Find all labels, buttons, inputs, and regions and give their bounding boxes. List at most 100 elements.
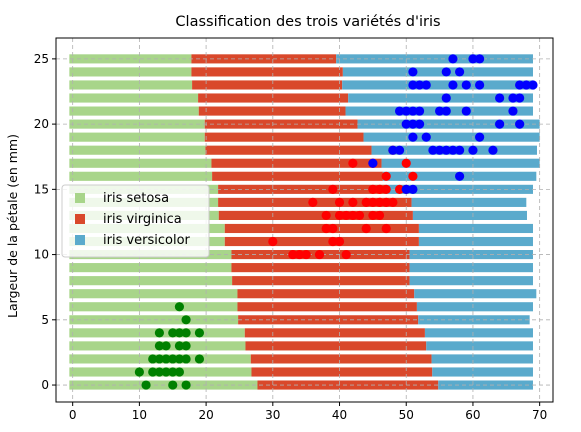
- bar-versicolor-17: [381, 158, 540, 168]
- bar-virginica-6: [237, 302, 417, 312]
- point-versicolor-46: [521, 80, 531, 90]
- point-setosa-12: [168, 354, 178, 364]
- x-tick-label: 50: [399, 408, 414, 422]
- legend-label-setosa: iris setosa: [103, 191, 169, 206]
- point-virginica-38: [408, 171, 418, 181]
- point-setosa-5: [154, 367, 165, 377]
- bar-versicolor-19: [363, 132, 540, 142]
- bar-setosa-18: [69, 145, 206, 155]
- point-setosa-16: [174, 354, 185, 364]
- bar-setosa-21: [69, 106, 199, 116]
- bar-virginica-11: [224, 236, 419, 247]
- bar-virginica-22: [198, 93, 349, 103]
- point-versicolor-18: [428, 145, 438, 155]
- point-virginica-8: [328, 236, 338, 247]
- point-setosa-6: [154, 341, 165, 351]
- x-tick-label: 10: [132, 408, 147, 422]
- point-versicolor-37: [475, 54, 485, 64]
- bar-virginica-4: [244, 328, 425, 338]
- point-setosa-1: [141, 380, 151, 390]
- bar-setosa-8: [69, 276, 233, 286]
- point-setosa-7: [154, 328, 165, 338]
- point-setosa-18: [174, 302, 185, 312]
- point-setosa-22: [181, 341, 191, 351]
- point-versicolor-25: [448, 145, 458, 155]
- point-versicolor-36: [475, 80, 485, 90]
- point-versicolor-7: [408, 184, 418, 194]
- point-virginica-12: [334, 236, 345, 247]
- y-tick-label: 20: [34, 117, 49, 131]
- bar-versicolor-13: [412, 210, 527, 220]
- point-virginica-28: [374, 210, 385, 221]
- point-setosa-0: [134, 367, 144, 377]
- point-setosa-19: [174, 341, 185, 351]
- point-versicolor-34: [468, 54, 478, 64]
- bar-versicolor-7: [414, 289, 537, 299]
- bar-virginica-23: [192, 80, 343, 90]
- chart-title: Classification des trois variétés d'iris: [175, 14, 440, 30]
- point-setosa-20: [181, 380, 191, 390]
- point-versicolor-8: [408, 132, 418, 142]
- bar-virginica-16: [212, 171, 383, 181]
- point-virginica-26: [374, 197, 385, 207]
- bar-virginica-25: [191, 54, 337, 64]
- bar-setosa-23: [69, 80, 193, 90]
- bar-virginica-19: [204, 132, 364, 142]
- point-versicolor-12: [408, 67, 418, 77]
- point-versicolor-28: [455, 171, 465, 181]
- x-tick-label: 70: [532, 408, 547, 422]
- point-setosa-25: [194, 328, 205, 338]
- x-tick-label: 20: [198, 408, 213, 422]
- point-versicolor-47: [528, 80, 538, 90]
- point-virginica-21: [361, 223, 371, 234]
- point-setosa-4: [154, 354, 165, 364]
- point-virginica-5: [314, 249, 325, 260]
- point-versicolor-13: [414, 119, 425, 129]
- bar-setosa-17: [69, 158, 212, 168]
- point-versicolor-32: [461, 106, 471, 116]
- point-versicolor-21: [441, 145, 451, 155]
- point-setosa-9: [161, 367, 171, 377]
- y-tick-label: 25: [34, 52, 49, 66]
- point-setosa-26: [194, 354, 205, 364]
- point-virginica-16: [348, 210, 358, 221]
- x-tick-label: 60: [465, 408, 480, 422]
- point-versicolor-5: [401, 184, 411, 194]
- bar-setosa-24: [69, 67, 192, 77]
- point-versicolor-23: [441, 93, 451, 103]
- x-tick-label: 40: [332, 408, 347, 422]
- point-versicolor-29: [455, 145, 465, 155]
- point-versicolor-1: [388, 145, 398, 155]
- bar-virginica-0: [257, 380, 439, 390]
- point-versicolor-30: [455, 67, 465, 77]
- point-virginica-36: [401, 158, 411, 168]
- bar-versicolor-2: [431, 354, 533, 364]
- bar-setosa-6: [69, 302, 238, 312]
- bar-versicolor-24: [342, 67, 533, 77]
- point-versicolor-45: [515, 80, 525, 90]
- point-virginica-7: [321, 223, 331, 234]
- point-virginica-35: [394, 184, 405, 194]
- point-setosa-2: [148, 354, 158, 364]
- bar-virginica-7: [237, 289, 415, 299]
- point-versicolor-16: [421, 132, 431, 142]
- point-versicolor-24: [441, 67, 451, 77]
- point-versicolor-38: [488, 145, 498, 155]
- point-versicolor-17: [421, 80, 431, 90]
- point-versicolor-22: [441, 106, 451, 116]
- bar-setosa-19: [69, 132, 205, 142]
- point-versicolor-41: [508, 106, 518, 116]
- x-tick-label: 0: [69, 408, 77, 422]
- point-versicolor-19: [434, 145, 445, 155]
- point-versicolor-33: [468, 145, 478, 155]
- y-tick-label: 0: [41, 378, 49, 392]
- point-virginica-18: [348, 197, 358, 207]
- legend-label-virginica: iris virginica: [103, 212, 182, 227]
- point-virginica-1: [288, 249, 298, 260]
- bar-setosa-22: [69, 93, 199, 103]
- scatter-points: [134, 54, 538, 390]
- point-versicolor-15: [414, 80, 425, 90]
- bar-versicolor-1: [432, 367, 533, 377]
- point-setosa-10: [161, 341, 171, 351]
